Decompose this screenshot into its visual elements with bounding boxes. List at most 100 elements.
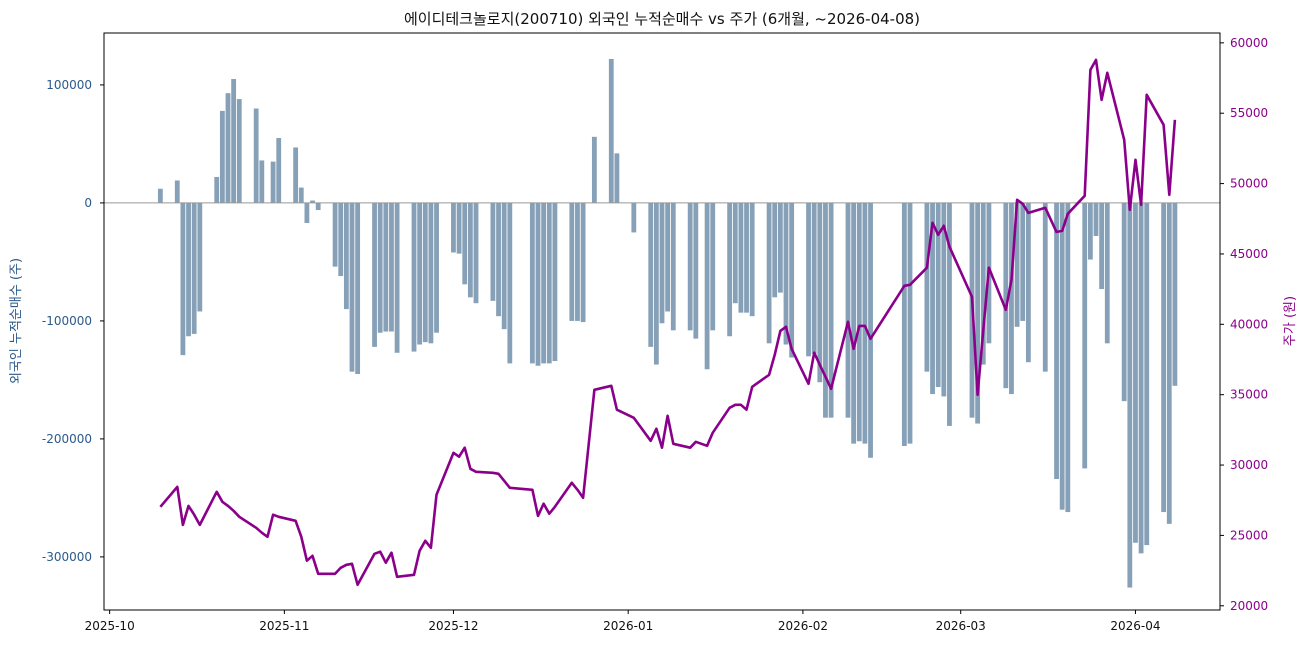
bar xyxy=(293,147,299,203)
bar xyxy=(428,202,434,344)
x-axis: 2025-10 2025-11 2025-12 2026-01 2026-02 2026-… xyxy=(85,610,1161,633)
right-tick-label: 20000 xyxy=(1230,599,1268,613)
plot-frame xyxy=(103,32,1221,611)
bar xyxy=(535,202,541,366)
bar xyxy=(1020,202,1026,321)
bar xyxy=(614,153,620,203)
x-tick-label: 2026-04 xyxy=(1110,619,1160,633)
bar xyxy=(710,202,716,331)
bar xyxy=(856,202,862,442)
bar xyxy=(349,202,355,372)
bar xyxy=(259,160,265,203)
bar xyxy=(901,202,907,446)
price-line xyxy=(159,58,1177,587)
bar xyxy=(727,202,733,337)
bar xyxy=(394,202,400,353)
x-tick-label: 2025-12 xyxy=(428,619,478,633)
left-axis: -300000 -200000 -100000 0 100000 xyxy=(42,78,104,564)
bar xyxy=(355,202,361,375)
bar xyxy=(1059,202,1065,510)
bar xyxy=(845,202,851,418)
bar xyxy=(924,202,930,372)
bar xyxy=(580,202,586,323)
bar xyxy=(783,202,789,345)
bar xyxy=(1093,202,1099,236)
bar xyxy=(270,161,276,203)
bar xyxy=(1009,202,1014,395)
right-tick-label: 35000 xyxy=(1230,388,1268,402)
bar xyxy=(180,202,186,356)
left-tick-label: 0 xyxy=(84,196,92,210)
bar xyxy=(1172,202,1178,386)
bar xyxy=(219,110,225,203)
bar xyxy=(569,202,575,321)
bar xyxy=(749,202,755,317)
bar xyxy=(529,202,535,364)
bar xyxy=(253,108,259,203)
bar xyxy=(591,136,597,203)
x-tick-label: 2026-03 xyxy=(936,619,986,633)
right-tick-label: 40000 xyxy=(1230,317,1268,331)
bar xyxy=(823,202,828,418)
bar xyxy=(310,200,315,203)
bar xyxy=(907,202,913,444)
bar xyxy=(738,202,744,313)
bar xyxy=(704,202,710,370)
bar xyxy=(930,202,935,395)
bar xyxy=(197,202,203,312)
bar xyxy=(1003,202,1009,389)
bar xyxy=(546,202,552,364)
bar xyxy=(422,202,428,343)
bar xyxy=(496,202,501,317)
bar xyxy=(1127,202,1133,588)
bar xyxy=(276,138,282,203)
right-tick-label: 50000 xyxy=(1230,177,1268,191)
bar xyxy=(541,202,547,364)
bar xyxy=(670,202,676,331)
bar xyxy=(157,188,163,203)
x-tick-label: 2026-02 xyxy=(778,619,828,633)
bar xyxy=(186,202,191,337)
bar xyxy=(975,202,981,424)
bar xyxy=(343,202,349,310)
bar xyxy=(473,202,479,304)
bar xyxy=(1104,202,1110,344)
bar xyxy=(1121,202,1127,402)
bar xyxy=(1133,202,1138,543)
bar xyxy=(772,202,778,298)
bar xyxy=(811,202,817,354)
right-tick-label: 45000 xyxy=(1230,247,1268,261)
bar xyxy=(1166,202,1172,524)
bar xyxy=(631,202,637,233)
bar xyxy=(315,202,321,210)
left-tick-label: -300000 xyxy=(42,550,92,564)
bar xyxy=(648,202,654,347)
bar xyxy=(687,202,693,331)
right-axis: 20000 25000 30000 35000 40000 45000 50000 55000… xyxy=(1220,36,1268,613)
right-axis-label: 주가 (원) xyxy=(1283,296,1298,346)
bar xyxy=(693,202,699,339)
bar xyxy=(806,202,811,357)
bar xyxy=(417,202,423,345)
left-tick-label: -100000 xyxy=(42,314,92,328)
x-tick-label: 2025-10 xyxy=(85,619,135,633)
bar xyxy=(1144,202,1150,546)
bar xyxy=(236,99,242,203)
bar xyxy=(851,202,857,444)
bar xyxy=(817,202,823,383)
bar xyxy=(665,202,671,312)
bar xyxy=(789,202,795,358)
bar xyxy=(383,202,389,332)
bar xyxy=(575,202,580,321)
bar xyxy=(659,202,665,324)
bar xyxy=(1042,202,1048,372)
bar xyxy=(507,202,513,364)
right-tick-label: 60000 xyxy=(1230,36,1268,50)
chart-title: 에이디테크놀로지(200710) 외국인 누적순매수 vs 주가 (6개월, ~… xyxy=(404,10,920,28)
bar xyxy=(732,202,738,304)
bar xyxy=(490,202,496,301)
x-tick-label: 2025-11 xyxy=(259,619,309,633)
bar xyxy=(947,202,952,426)
bar xyxy=(552,202,558,362)
